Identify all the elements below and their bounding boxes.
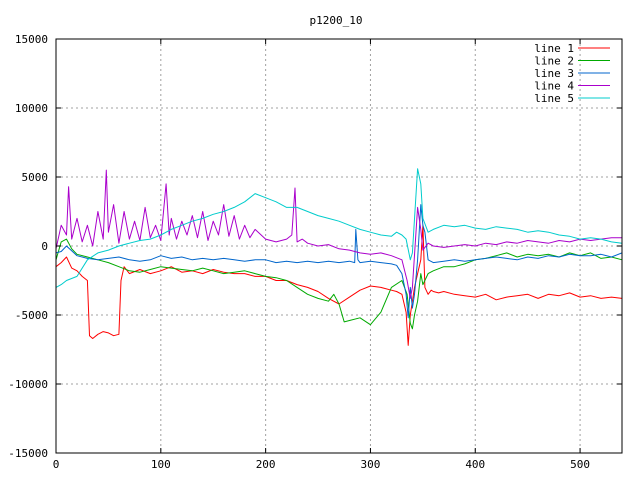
y-tick-label: -15000 — [8, 447, 48, 460]
series-line-2 — [55, 238, 623, 330]
x-tick-label: 500 — [570, 458, 590, 471]
y-tick-label: -10000 — [8, 378, 48, 391]
y-tick-label: 5000 — [22, 171, 49, 184]
series-line-3 — [55, 204, 623, 319]
series-lines — [55, 168, 623, 346]
x-tick-label: 200 — [256, 458, 276, 471]
series-line-4 — [55, 169, 622, 299]
legend-label-3: line 3 — [534, 67, 574, 80]
legend-label-1: line 1 — [534, 42, 574, 55]
y-tick-label: 15000 — [15, 33, 48, 46]
legend-label-4: line 4 — [534, 80, 574, 93]
legend-label-5: line 5 — [534, 92, 574, 105]
y-tick-label: 0 — [41, 240, 48, 253]
grid-lines — [56, 39, 622, 453]
x-tick-label: 0 — [53, 458, 60, 471]
axis-ticks: -15000 -10000 -5000 0 5000 10000 15000 0 100 200 3… — [8, 33, 622, 471]
x-tick-label: 100 — [151, 458, 171, 471]
x-tick-label: 400 — [465, 458, 485, 471]
x-tick-label: 300 — [361, 458, 381, 471]
legend-label-2: line 2 — [534, 55, 574, 68]
y-tick-label: -5000 — [15, 309, 48, 322]
chart-title: p1200_10 — [310, 14, 363, 27]
series-line-5 — [55, 168, 623, 288]
series-line-1 — [55, 224, 623, 346]
y-tick-label: 10000 — [15, 102, 48, 115]
